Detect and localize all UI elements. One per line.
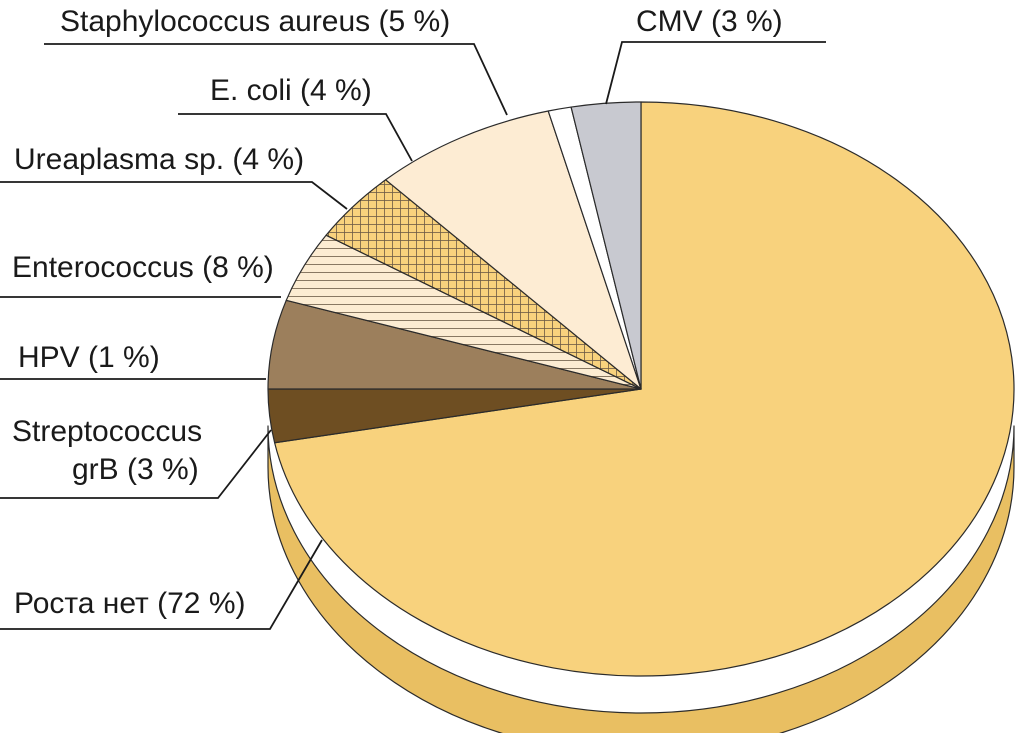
leader-rosta-net (0, 539, 323, 630)
leader-ureaplasma (0, 181, 348, 210)
label-cmv: CMV (3 %) (636, 5, 783, 38)
label-staphylococcus-aureus: Staphylococcus aureus (5 %) (60, 5, 450, 38)
label-hpv: HPV (1 %) (18, 341, 160, 374)
label-enterococcus: Enterococcus (8 %) (12, 251, 274, 284)
leader-streptococcus (0, 429, 272, 499)
pie-side-wall (267, 425, 1015, 733)
label-rosta-net: Роста нет (72 %) (14, 587, 246, 620)
label-streptococcus-grb: Streptococcus grB (3 %) (12, 415, 202, 486)
leader-e-coli (178, 113, 413, 162)
label-e-coli: E. coli (4 %) (210, 74, 372, 107)
pie-slice-rosta-net (274, 101, 1015, 677)
pie-slices (267, 101, 1015, 677)
label-ureaplasma: Ureaplasma sp. (4 %) (14, 143, 304, 176)
leader-cmv (605, 41, 826, 105)
pie-slice-enterococcus (385, 110, 642, 390)
leader-staphylococcus (44, 43, 508, 116)
